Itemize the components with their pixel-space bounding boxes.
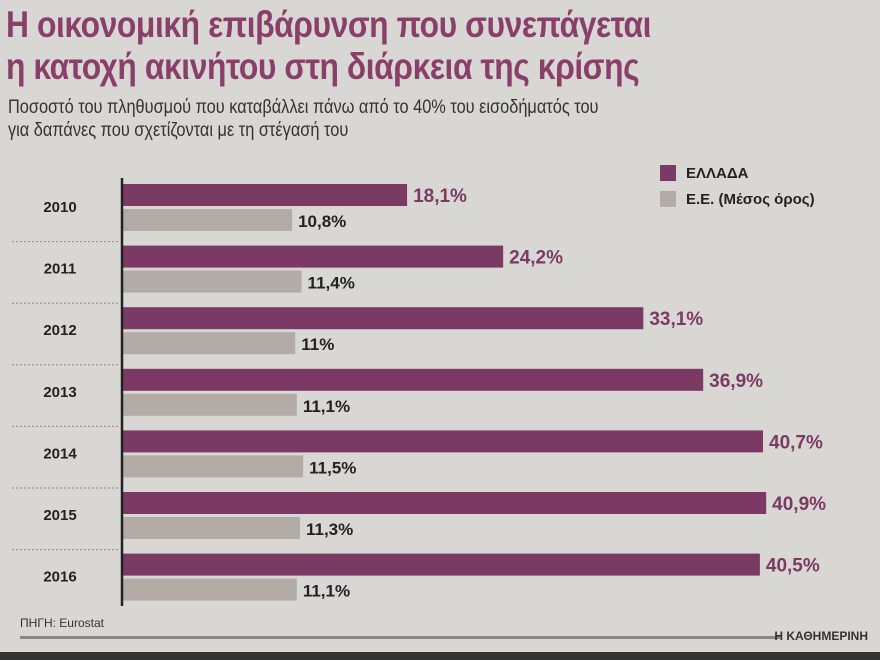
data-label-eu: 11,1% <box>303 397 350 416</box>
bar-eu <box>122 517 300 539</box>
bar-greece <box>122 430 764 453</box>
category-label: 2016 <box>43 569 76 586</box>
legend: ΕΛΛΑΔΑ Ε.Ε. (Μέσος όρος) <box>660 160 815 212</box>
title-line-2: η κατοχή ακινήτου στη διάρκεια της κρίση… <box>6 46 640 87</box>
data-label-greece: 24,2% <box>509 248 563 269</box>
category-label: 2014 <box>43 445 77 462</box>
data-label-greece: 33,1% <box>649 309 703 330</box>
chart-title: Η οικονομική επιβάρυνση που συνεπάγεται … <box>6 4 651 88</box>
publisher-logo: Η ΚΑΘΗΜΕΡΙΝΗ <box>774 629 868 643</box>
data-label-greece: 40,5% <box>766 556 820 577</box>
footer-rule <box>20 636 780 639</box>
category-label: 2010 <box>43 199 76 216</box>
bar-greece <box>122 368 704 391</box>
bar-greece <box>122 307 644 330</box>
legend-swatch-eu <box>660 191 676 207</box>
data-label-greece: 40,9% <box>772 494 826 515</box>
subtitle-line-2: για δαπάνες που σχετίζονται με τη στέγασ… <box>8 120 349 141</box>
bar-eu <box>122 578 297 601</box>
bar-greece <box>122 553 760 576</box>
legend-label-greece: ΕΛΛΑΔΑ <box>686 164 749 182</box>
subtitle-line-1: Ποσοστό του πληθυσμού που καταβάλλει πάν… <box>8 97 599 118</box>
bottom-edge <box>0 652 880 660</box>
data-label-eu: 11,1% <box>303 582 350 601</box>
category-label: 2012 <box>43 322 76 339</box>
data-label-eu: 11% <box>301 335 334 354</box>
title-line-1: Η οικονομική επιβάρυνση που συνεπάγεται <box>6 4 652 45</box>
bar-eu <box>122 393 297 416</box>
legend-item-greece: ΕΛΛΑΔΑ <box>660 160 815 186</box>
legend-item-eu: Ε.Ε. (Μέσος όρος) <box>660 186 815 212</box>
data-label-greece: 36,9% <box>709 371 763 392</box>
category-label: 2011 <box>44 261 77 278</box>
category-label: 2013 <box>43 384 76 401</box>
data-label-greece: 40,7% <box>769 432 823 453</box>
data-label-eu: 11,3% <box>306 520 353 539</box>
data-label-greece: 18,1% <box>413 186 467 207</box>
bar-eu <box>122 332 296 355</box>
chart-subtitle: Ποσοστό του πληθυσμού που καταβάλλει πάν… <box>8 96 598 142</box>
bar-greece <box>122 184 408 206</box>
legend-label-eu: Ε.Ε. (Μέσος όρος) <box>686 190 815 208</box>
bar-greece <box>122 245 504 268</box>
data-label-eu: 11,5% <box>309 458 356 477</box>
data-label-eu: 10,8% <box>298 212 346 231</box>
bar-eu <box>122 455 304 478</box>
legend-swatch-greece <box>660 165 676 181</box>
data-label-eu: 11,4% <box>308 274 355 293</box>
bar-greece <box>122 492 767 514</box>
source-note: ΠΗΓΗ: Eurostat <box>20 616 104 630</box>
bar-eu <box>122 209 293 231</box>
category-label: 2015 <box>43 507 76 524</box>
bar-eu <box>122 270 302 293</box>
